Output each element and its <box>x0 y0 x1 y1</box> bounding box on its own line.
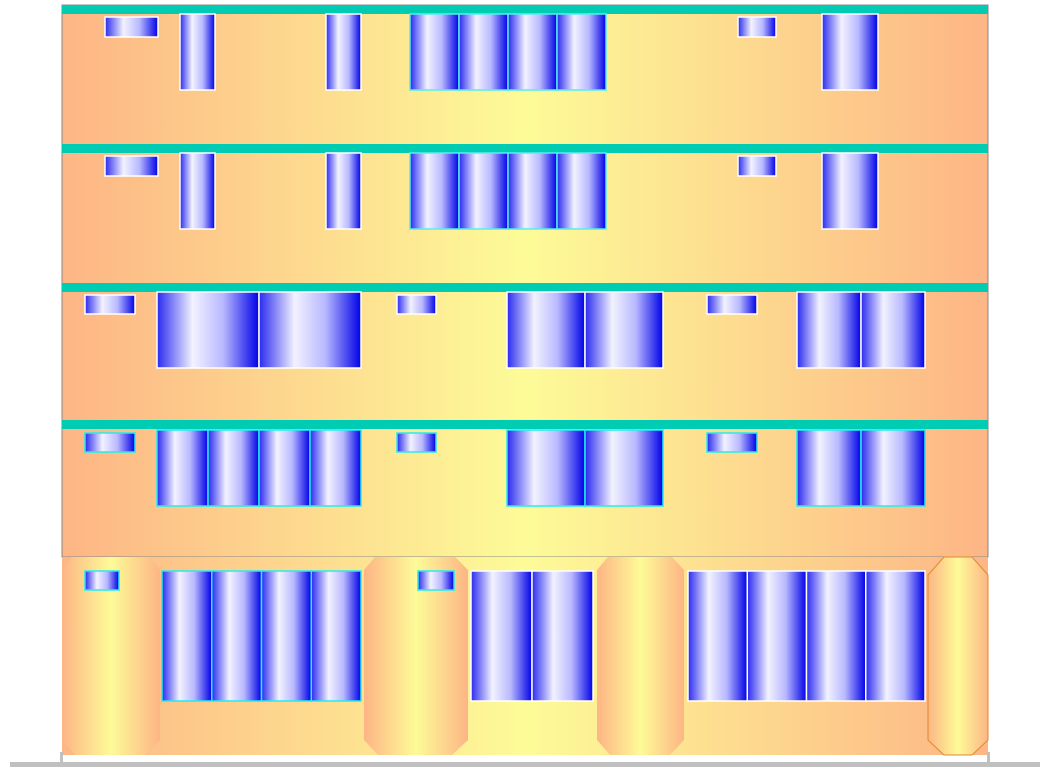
window-pane <box>556 152 607 230</box>
window-pane <box>417 570 455 591</box>
pillar <box>364 557 468 755</box>
floor-band <box>62 283 988 292</box>
window-pane <box>584 291 664 369</box>
window-pane <box>531 570 594 702</box>
window-pane <box>179 13 216 91</box>
window-pane <box>207 429 260 507</box>
window-pane <box>156 429 209 507</box>
window-pane <box>409 13 460 91</box>
window-pane <box>325 13 362 91</box>
window-pane <box>458 152 509 230</box>
window-pane <box>179 152 216 230</box>
window-pane <box>458 13 509 91</box>
window-pane <box>396 432 437 453</box>
window-pane <box>706 432 758 453</box>
window-pane <box>860 429 926 507</box>
pillar <box>927 556 989 756</box>
pillar <box>62 557 160 755</box>
window-pane <box>556 13 607 91</box>
window-pane <box>507 13 558 91</box>
window-pane <box>310 570 362 702</box>
ground-post <box>60 752 63 764</box>
window-pane <box>706 294 758 315</box>
window-pane <box>84 570 120 591</box>
window-pane <box>260 570 312 702</box>
floor-band <box>62 5 988 14</box>
window-pane <box>396 294 437 315</box>
ground-post <box>987 752 990 764</box>
window-pane <box>470 570 533 702</box>
window-pane <box>507 152 558 230</box>
window-pane <box>156 291 260 369</box>
window-pane <box>104 16 159 38</box>
floor-band <box>62 420 988 429</box>
pillar <box>597 557 684 755</box>
window-pane <box>796 429 862 507</box>
window-pane <box>258 429 311 507</box>
window-pane <box>506 429 586 507</box>
window-pane <box>687 570 748 702</box>
window-pane <box>737 16 777 38</box>
window-pane <box>211 570 263 702</box>
window-pane <box>584 429 664 507</box>
window-pane <box>796 291 862 369</box>
window-pane <box>258 291 362 369</box>
floor-band <box>62 144 988 153</box>
window-pane <box>821 152 879 230</box>
window-pane <box>865 570 926 702</box>
window-pane <box>860 291 926 369</box>
window-pane <box>821 13 879 91</box>
window-pane <box>104 155 159 177</box>
window-pane <box>325 152 362 230</box>
window-pane <box>746 570 808 702</box>
window-pane <box>506 291 586 369</box>
window-pane <box>309 429 362 507</box>
window-pane <box>84 432 136 453</box>
window-pane <box>409 152 460 230</box>
window-pane <box>737 155 777 177</box>
window-pane <box>161 570 213 702</box>
ground-line <box>10 762 1040 767</box>
window-pane <box>84 294 136 315</box>
window-pane <box>805 570 867 702</box>
